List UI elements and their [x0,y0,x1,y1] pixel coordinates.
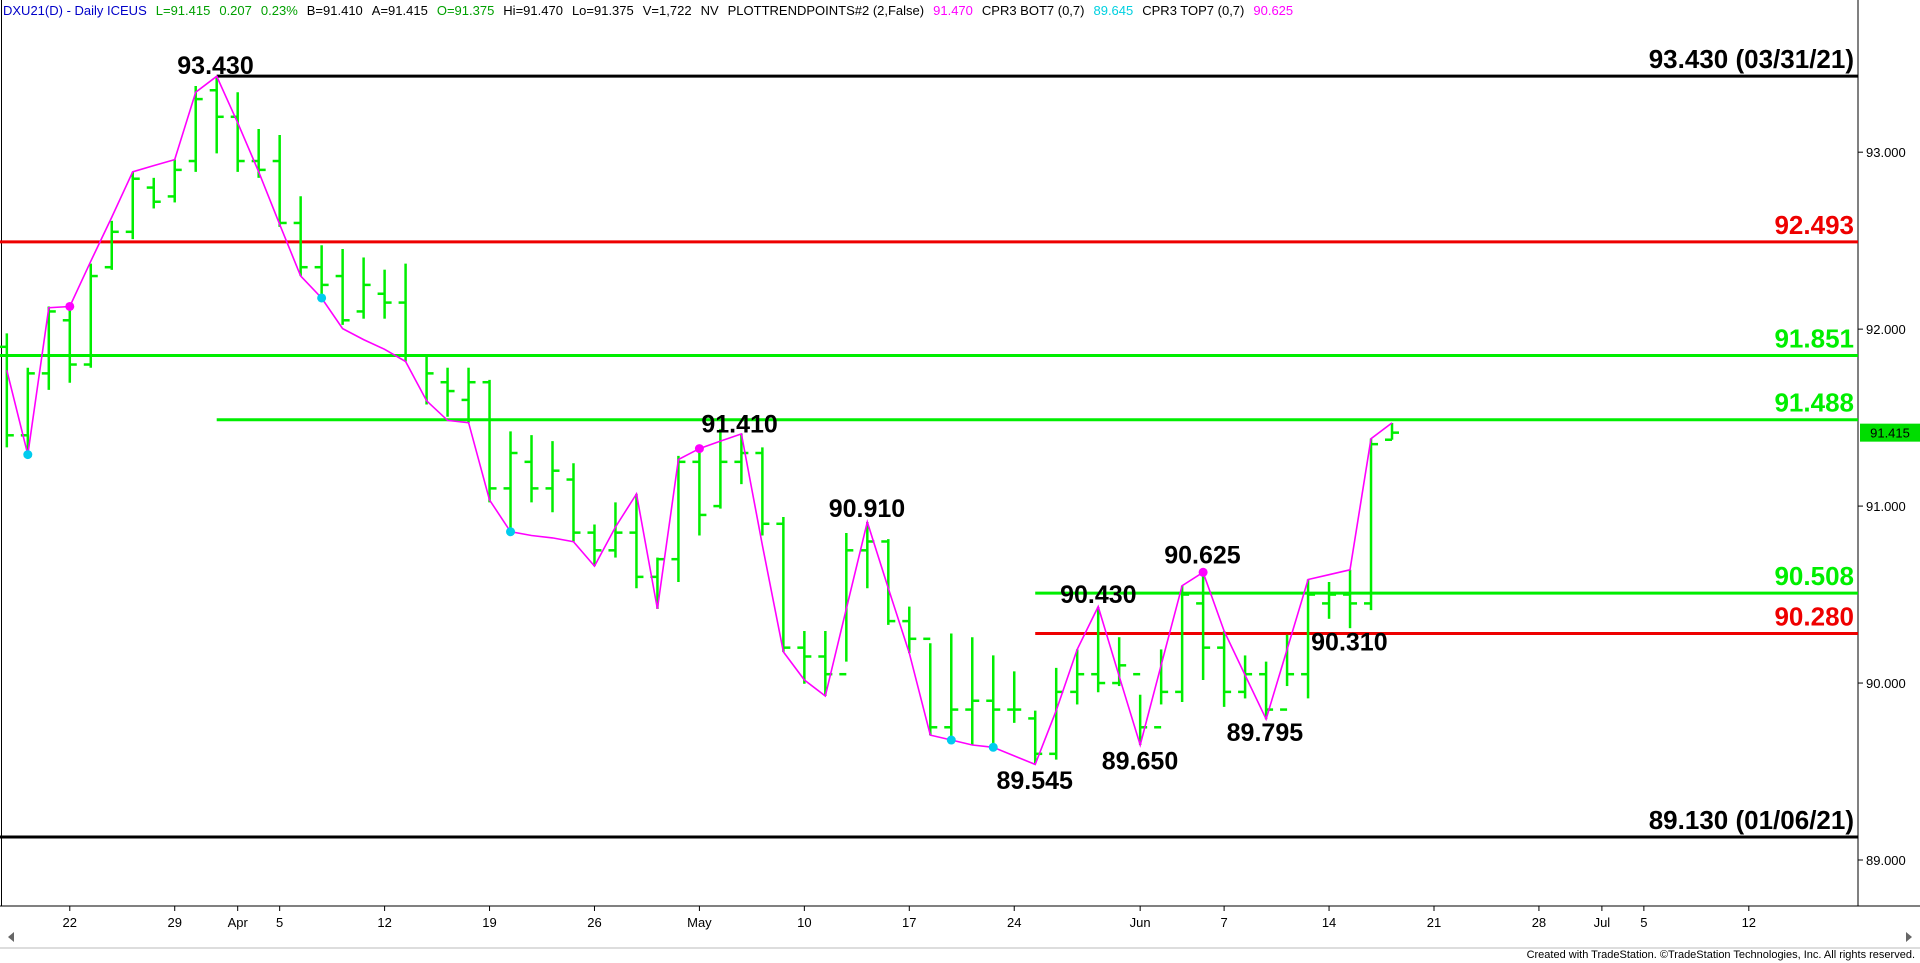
level-label: 91.851 [1774,323,1854,353]
x-tick-label: 12 [377,915,391,930]
header-item: CPR3 BOT7 (0,7) [982,3,1085,18]
trend-point [946,735,956,745]
x-tick-label: 5 [276,915,283,930]
y-tick-label: 89.000 [1866,853,1906,868]
x-tick-label: 7 [1220,915,1227,930]
y-tick-label: 90.000 [1866,676,1906,691]
annotation: 90.430 [1060,581,1136,609]
annotation: 89.795 [1227,719,1304,747]
trend-point [1198,567,1208,577]
x-tick-label: 29 [167,915,181,930]
trend-point [694,444,704,454]
x-tick-label: 5 [1640,915,1647,930]
header-item: O=91.375 [437,3,494,18]
header-item: 0.207 [219,3,252,18]
scroll-right[interactable] [1906,932,1912,942]
header-item: PLOTTRENDPOINTS#2 (2,False) [728,3,925,18]
x-tick-label: 26 [587,915,601,930]
header-item: 89.645 [1093,3,1133,18]
x-tick-label: 28 [1532,915,1546,930]
x-tick-label: 17 [902,915,916,930]
x-tick-label: 22 [63,915,77,930]
header-item: DXU21(D) - Daily ICEUS [3,3,147,18]
annotation: 93.430 [177,52,253,80]
header-item: A=91.415 [372,3,428,18]
header-item: V=1,722 [643,3,692,18]
header-item: L=91.415 [156,3,211,18]
y-tick-label: 92.000 [1866,322,1906,337]
price-marker [1860,423,1920,442]
scroll-left[interactable] [8,932,14,942]
x-tick-label: May [687,915,712,930]
header-item: CPR3 TOP7 (0,7) [1142,3,1244,18]
header-item: Hi=91.470 [503,3,563,18]
level-label: 90.280 [1774,601,1854,631]
x-tick-label: Apr [228,915,249,930]
trend-point [23,450,33,460]
annotation: 90.910 [829,495,905,523]
footer: Created with TradeStation. ©TradeStation… [1527,949,1915,961]
x-tick-label: Jul [1594,915,1611,930]
level-label: 90.508 [1774,561,1854,591]
price-marker-label: 91.415 [1870,426,1910,441]
level-label: 93.430 (03/31/21) [1649,44,1854,74]
x-tick-label: 10 [797,915,811,930]
x-tick-label: 19 [482,915,496,930]
level-label: 91.488 [1774,388,1854,418]
x-tick-label: 24 [1007,915,1021,930]
annotation: 89.650 [1102,747,1178,775]
trend-point [317,293,327,303]
header-item: 0.23% [261,3,298,18]
header-item: 91.470 [933,3,973,18]
annotation: 90.310 [1311,629,1387,657]
header-item: NV [701,3,719,18]
header-item: Lo=91.375 [572,3,634,18]
level-label: 89.130 (01/06/21) [1649,805,1854,835]
x-tick-label: 12 [1742,915,1756,930]
x-tick-label: Jun [1130,915,1151,930]
trend-point [988,742,998,752]
header: DXU21(D) - Daily ICEUS L=91.415 0.207 0.23%… [3,3,1293,18]
level-label: 92.493 [1774,210,1854,240]
annotation: 89.545 [996,767,1073,795]
annotation: 91.410 [701,411,777,439]
header-item: 90.625 [1253,3,1293,18]
trend-point [506,527,516,537]
trend-point [65,301,75,311]
annotation: 90.625 [1164,542,1241,570]
x-tick-label: 14 [1322,915,1336,930]
y-tick-label: 91.000 [1866,499,1906,514]
y-tick-label: 93.000 [1866,145,1906,160]
header-item: B=91.410 [307,3,363,18]
x-tick-label: 21 [1427,915,1441,930]
